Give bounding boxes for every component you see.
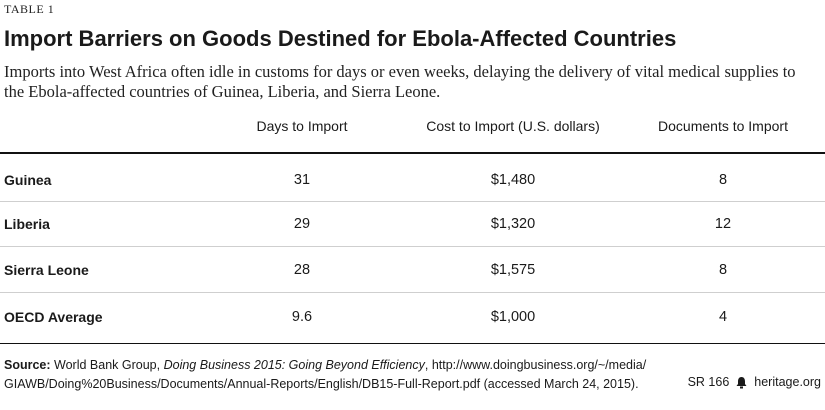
row-label-sierra-leone: Sierra Leone: [4, 262, 89, 278]
footer-credit: SR 166 heritage.org: [688, 375, 821, 389]
column-header-days: Days to Import: [256, 118, 348, 134]
table-cell-cost: $1,575: [490, 262, 536, 278]
header-divider: [0, 152, 825, 154]
row-label-liberia: Liberia: [4, 216, 50, 232]
table-cell-days: 31: [293, 172, 311, 188]
table-cell-days: 29: [293, 216, 311, 232]
column-header-documents: Documents to Import: [658, 118, 788, 134]
report-id: SR 166: [687, 375, 730, 389]
table-cell-documents: 8: [718, 172, 728, 188]
source-publisher: World Bank Group,: [54, 358, 161, 372]
row-label-oecd-average: OECD Average: [4, 309, 103, 325]
column-header-cost: Cost to Import (U.S. dollars): [426, 118, 600, 134]
table-cell-documents: 12: [714, 216, 732, 232]
site-name: heritage.org: [754, 375, 821, 389]
row-label-guinea: Guinea: [4, 172, 52, 188]
table-cell-documents: 8: [718, 262, 728, 278]
table-bottom-rule: [0, 343, 825, 344]
page-title: Import Barriers on Goods Destined for Eb…: [4, 26, 677, 51]
source-label: Source:: [4, 358, 51, 372]
table-cell-cost: $1,000: [490, 309, 536, 325]
source-url-line2: GIAWB/Doing%20Business/Documents/Annual-…: [4, 377, 639, 391]
row-divider: [0, 292, 825, 293]
table-cell-documents: 4: [718, 309, 728, 325]
source-url-line1: , http://www.doingbusiness.org/~/media/: [424, 358, 647, 372]
bell-icon: [736, 376, 747, 388]
row-divider: [0, 246, 825, 247]
page-subtitle: Imports into West Africa often idle in c…: [4, 62, 796, 101]
source-note: Source: World Bank Group, Doing Business…: [4, 356, 684, 394]
table-cell-cost: $1,320: [490, 216, 536, 232]
row-divider: [0, 201, 825, 202]
table-cell-days: 9.6: [291, 309, 313, 325]
table-label: TABLE 1: [4, 2, 55, 16]
source-title: Doing Business 2015: Going Beyond Effici…: [163, 358, 425, 372]
table-cell-days: 28: [293, 262, 311, 278]
table-cell-cost: $1,480: [490, 172, 536, 188]
